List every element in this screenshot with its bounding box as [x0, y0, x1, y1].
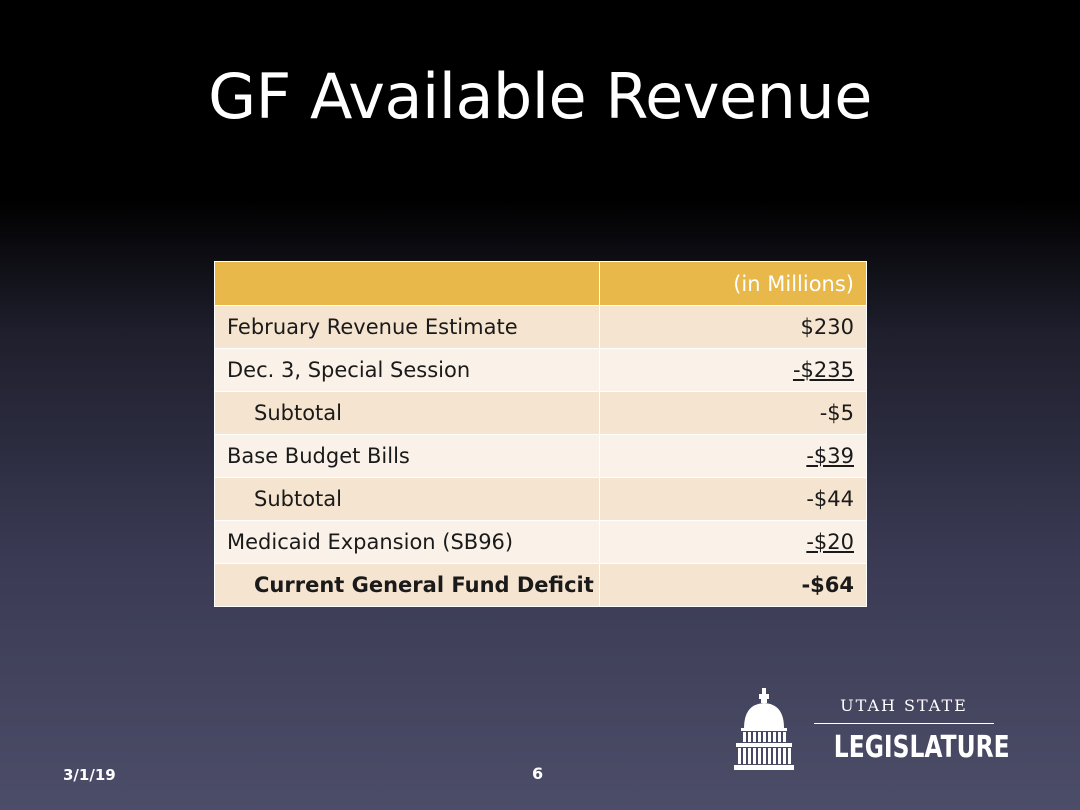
row-value: -$64: [599, 563, 867, 607]
row-label: Dec. 3, Special Session: [214, 348, 600, 392]
table-row: February Revenue Estimate $230: [214, 305, 867, 349]
row-label: Subtotal: [214, 391, 600, 435]
table-row: Subtotal -$44: [214, 477, 867, 521]
table-row: Medicaid Expansion (SB96) -$20: [214, 520, 867, 564]
revenue-table: (in Millions) February Revenue Estimate …: [214, 261, 867, 607]
row-label: Subtotal: [214, 477, 600, 521]
row-label: Base Budget Bills: [214, 434, 600, 478]
row-value: -$5: [599, 391, 867, 435]
slide-date: 3/1/19: [63, 766, 116, 784]
table-row: Dec. 3, Special Session -$235: [214, 348, 867, 392]
row-value-cell: -$39: [599, 434, 867, 478]
row-value-cell: -$235: [599, 348, 867, 392]
utah-legislature-logo: UTAH STATE LEGISLATURE: [732, 688, 1010, 778]
table-header-row: (in Millions): [214, 261, 867, 306]
slide-page-number: 6: [532, 764, 544, 783]
row-label: Current General Fund Deficit: [214, 563, 600, 607]
row-label: Medicaid Expansion (SB96): [214, 520, 600, 564]
row-value: -$44: [599, 477, 867, 521]
row-value: -$20: [806, 530, 854, 554]
header-units-cell: (in Millions): [599, 261, 867, 306]
slide-title: GF Available Revenue: [208, 60, 872, 133]
row-value: -$39: [806, 444, 854, 468]
header-label-cell: [214, 261, 600, 306]
table-row: Base Budget Bills -$39: [214, 434, 867, 478]
logo-text-utah-state: UTAH STATE: [840, 696, 968, 715]
logo-divider: [814, 723, 994, 724]
table-row-total: Current General Fund Deficit -$64: [214, 563, 867, 607]
row-value: -$235: [792, 358, 854, 382]
table-row: Subtotal -$5: [214, 391, 867, 435]
capitol-dome-icon: [734, 688, 794, 770]
row-value: $230: [599, 305, 867, 349]
row-value-cell: -$20: [599, 520, 867, 564]
row-label: February Revenue Estimate: [214, 305, 600, 349]
logo-text-legislature: LEGISLATURE: [833, 730, 1010, 765]
